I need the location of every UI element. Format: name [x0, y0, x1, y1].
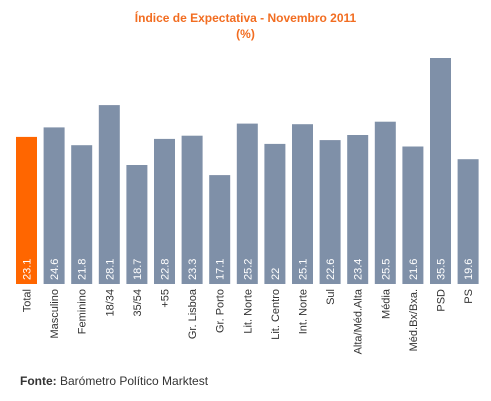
chart-subtitle: (%): [236, 27, 255, 41]
data-label: 25.1: [298, 259, 310, 280]
data-label: 22: [270, 268, 282, 280]
source-text: Barómetro Político Marktest: [60, 374, 209, 388]
bar-m-dia: [374, 121, 396, 284]
data-label: 24.6: [49, 259, 61, 280]
data-label: 17.1: [215, 259, 227, 280]
data-label: 22.8: [160, 259, 172, 280]
chart-title: Índice de Expectativa - Novembro 2011: [134, 11, 357, 25]
bar-ps: [457, 159, 479, 284]
bar-int-norte: [292, 124, 313, 284]
bar-35-54: [126, 165, 148, 284]
data-label: 23.4: [353, 259, 365, 280]
bar-m-d-bx-bxa-: [402, 146, 424, 284]
data-label: 25.5: [380, 259, 392, 280]
data-label: 28.1: [104, 259, 116, 280]
tick-label: Int. Norte: [298, 289, 310, 334]
data-label: 35.5: [436, 259, 448, 280]
tick-label: Masculino: [49, 289, 61, 339]
data-label: 25.2: [242, 259, 254, 280]
tick-label: Méd.Bx/Bxa.: [408, 289, 420, 351]
tick-label: Alta/Méd.Alta: [353, 288, 365, 354]
bar-lit-norte: [236, 123, 258, 284]
bar-masculino: [43, 127, 65, 285]
tick-label: PS: [463, 289, 475, 304]
bar-gr-lisboa: [181, 135, 203, 284]
bar-lit-centro: [264, 143, 286, 284]
tick-label: Sul: [325, 289, 337, 305]
data-label: 21.8: [77, 259, 89, 280]
tick-label: PSD: [436, 289, 448, 312]
bar-psd: [430, 58, 451, 284]
tick-label: +55: [160, 289, 172, 308]
data-label: 23.1: [22, 259, 34, 280]
tick-label: Gr. Porto: [215, 289, 227, 333]
bar-total: [16, 136, 37, 284]
data-label: 19.6: [463, 259, 475, 280]
tick-label: Lit. Centro: [270, 289, 282, 340]
source-note: Fonte: Barómetro Político Marktest: [20, 374, 208, 388]
data-label: 22.6: [325, 259, 337, 280]
tick-label: Total: [22, 289, 34, 312]
tick-label: Gr. Lisboa: [187, 288, 199, 339]
source-label: Fonte:: [20, 374, 57, 388]
bar-gr-porto: [209, 175, 231, 284]
tick-label: 35/54: [132, 289, 144, 317]
tick-label: Média: [380, 288, 392, 319]
bar-alta-m-d-alta: [347, 135, 369, 284]
bar-sul: [319, 140, 341, 284]
data-label: 18.7: [132, 259, 144, 280]
data-label: 23.3: [187, 259, 199, 280]
tick-label: Lit. Norte: [242, 289, 254, 334]
bar-18-34: [98, 105, 120, 284]
data-label: 21.6: [408, 259, 420, 280]
tick-label: 18/34: [104, 289, 116, 317]
tick-label: Feminino: [77, 289, 89, 334]
bar--55: [154, 138, 175, 284]
bar-feminino: [71, 145, 93, 284]
